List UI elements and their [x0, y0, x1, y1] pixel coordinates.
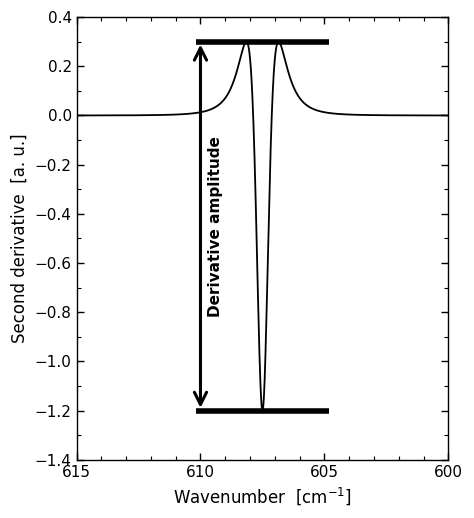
X-axis label: Wavenumber  [cm$^{-1}$]: Wavenumber [cm$^{-1}$] — [173, 485, 352, 507]
Y-axis label: Second derivative  [a. u.]: Second derivative [a. u.] — [11, 134, 29, 343]
Text: Derivative amplitude: Derivative amplitude — [208, 136, 223, 316]
